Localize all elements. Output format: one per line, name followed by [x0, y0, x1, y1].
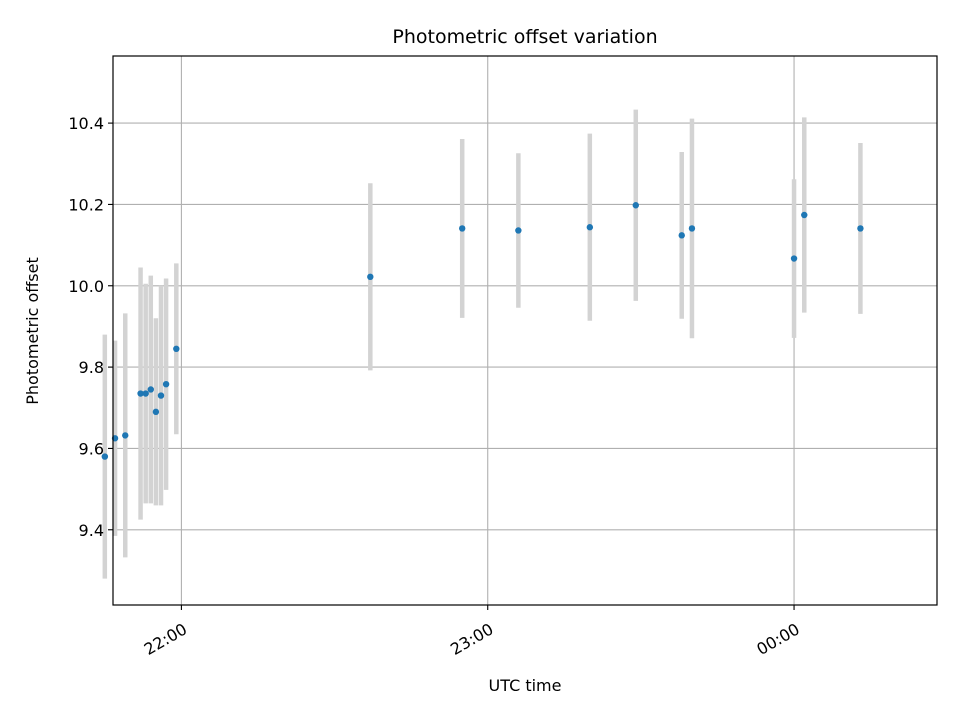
- data-point: [147, 386, 154, 393]
- data-point: [162, 380, 170, 388]
- plot-frame: [112, 55, 938, 606]
- data-point: [857, 225, 864, 232]
- data-point: [367, 273, 374, 281]
- data-point: [459, 225, 466, 232]
- data-point: [801, 211, 808, 219]
- data-point: [173, 345, 180, 352]
- data-point: [678, 232, 685, 239]
- y-tick-label: 9.8: [79, 358, 104, 377]
- y-tick-label: 9.4: [79, 521, 104, 540]
- y-tick-label: 10.2: [68, 195, 104, 214]
- data-point: [101, 453, 109, 460]
- data-point: [157, 392, 165, 399]
- y-axis: 9.4 9.6 9.8 10.0 10.2 10.4: [68, 114, 113, 540]
- data-point: [515, 227, 522, 234]
- data-point: [122, 432, 129, 439]
- y-tick-label: 9.6: [79, 439, 104, 458]
- y-axis-label: Photometric offset: [23, 257, 42, 405]
- data-point: [790, 255, 798, 262]
- data-points: [101, 202, 864, 460]
- data-point: [688, 225, 696, 232]
- data-point: [632, 202, 639, 209]
- data-point: [586, 224, 594, 231]
- data-point: [137, 390, 144, 397]
- x-axis-label: UTC time: [489, 676, 562, 695]
- data-point: [152, 408, 160, 416]
- y-tick-label: 10.4: [68, 114, 104, 133]
- y-tick-label: 10.0: [68, 277, 104, 296]
- chart-title: Photometric offset variation: [392, 26, 657, 48]
- data-point: [142, 390, 149, 397]
